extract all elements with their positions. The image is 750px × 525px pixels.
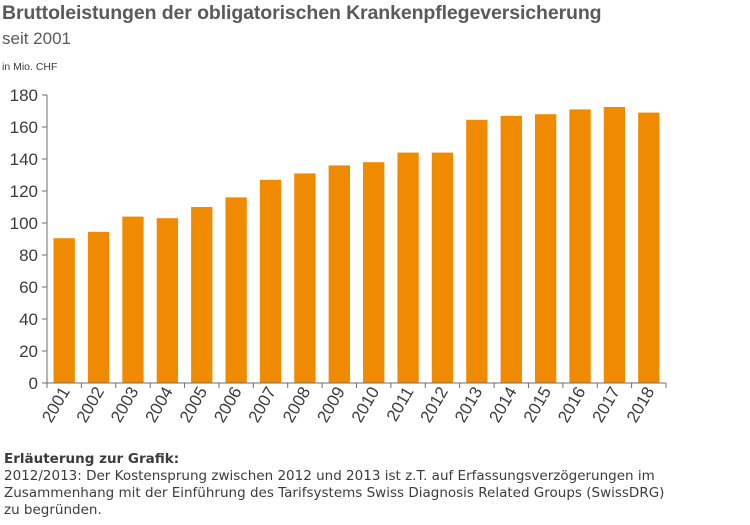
bar-2010 <box>363 162 385 383</box>
x-tick-label: 2015 <box>520 384 555 426</box>
bar-2012 <box>431 152 454 383</box>
chart-explanation: Erläuterung zur Grafik: 2012/2013: Der K… <box>4 451 744 519</box>
y-tick-label: 180 <box>10 86 38 105</box>
y-axis-unit-label: in Mio. CHF <box>2 61 58 73</box>
bar-2008 <box>294 173 316 383</box>
x-tick-label: 2010 <box>348 384 383 426</box>
y-tick-label: 20 <box>19 342 38 361</box>
x-tick-label: 2004 <box>141 384 176 426</box>
x-tick-label: 2006 <box>210 384 245 426</box>
x-axis: 2001 2002 2003 2004 2005 2006 2007 2008 2009 2010… <box>38 382 667 426</box>
bar-2017 <box>603 107 626 383</box>
x-tick-label: 2012 <box>417 384 452 426</box>
bar-2004 <box>156 218 179 383</box>
y-axis: 0 20 40 60 80 100 120 140 160 180 <box>10 86 48 393</box>
x-tick-label: 2017 <box>589 384 624 426</box>
bar-2002 <box>87 231 110 383</box>
bar-2003 <box>122 216 144 383</box>
bar-2007 <box>259 179 282 383</box>
x-tick-label: 2003 <box>107 384 142 426</box>
y-tick-label: 100 <box>10 214 38 233</box>
explanation-line-2: Zusammenhang mit der Einführung des Tari… <box>4 485 665 501</box>
x-tick-label: 2008 <box>279 384 314 426</box>
bar-2011 <box>397 152 419 383</box>
explanation-line-1: 2012/2013: Der Kostensprung zwischen 201… <box>4 468 655 484</box>
bar-2014 <box>500 115 522 384</box>
x-tick-label: 2007 <box>245 384 280 426</box>
y-tick-label: 40 <box>19 310 38 329</box>
explanation-line-3: zu begründen. <box>4 502 102 518</box>
x-tick-label: 2001 <box>38 384 73 426</box>
bar-2009 <box>328 165 350 383</box>
x-tick-label: 2005 <box>176 384 211 426</box>
x-tick-label: 2014 <box>485 384 520 426</box>
x-tick-label: 2013 <box>451 383 486 425</box>
y-tick-label: 140 <box>10 150 38 169</box>
bar-2005 <box>191 207 213 383</box>
bar-2013 <box>466 119 488 384</box>
bar-2018 <box>638 112 660 383</box>
x-tick-label: 2011 <box>383 384 418 425</box>
chart-title: Bruttoleistungen der obligatorischen Kra… <box>2 2 602 24</box>
y-tick-label: 120 <box>10 182 38 201</box>
explanation-heading: Erläuterung zur Grafik: <box>4 451 180 467</box>
y-tick-label: 0 <box>29 374 38 393</box>
bar-2016 <box>569 109 591 384</box>
x-tick-label: 2009 <box>313 384 348 426</box>
bar-2015 <box>534 114 557 383</box>
x-tick-label: 2018 <box>623 384 658 426</box>
bar-2001 <box>53 238 75 383</box>
bars <box>53 107 660 384</box>
x-tick-label: 2016 <box>554 384 589 426</box>
y-tick-label: 80 <box>19 246 38 265</box>
y-tick-label: 60 <box>19 278 38 297</box>
x-tick-label: 2002 <box>73 384 108 426</box>
bar-2006 <box>225 197 247 383</box>
chart-subtitle: seit 2001 <box>2 29 71 48</box>
y-tick-label: 160 <box>10 118 38 137</box>
